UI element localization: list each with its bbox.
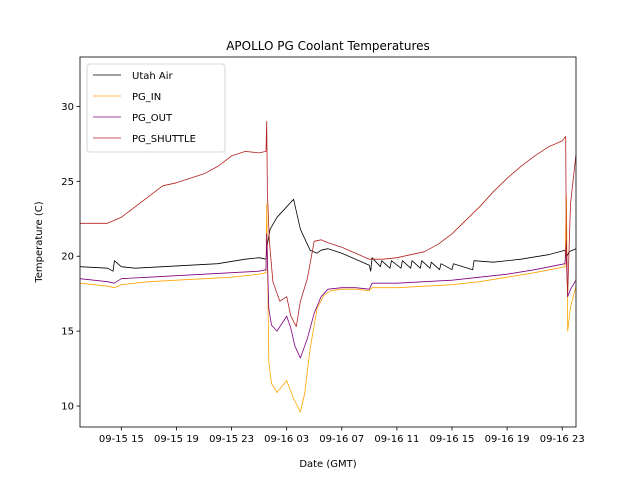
y-tick-label: 10 — [61, 402, 74, 413]
y-axis-label: Temperature (C) — [34, 201, 45, 283]
x-tick-label: 09-15 19 — [154, 434, 199, 445]
x-tick-label: 09-16 15 — [430, 434, 475, 445]
y-axis: 10 15 20 25 30 — [61, 102, 80, 413]
x-axis: 09-15 15 09-15 19 09-15 23 09-16 03 09-16 07… — [99, 427, 585, 445]
legend: Utah Air PG_IN PG_OUT PG_SHUTTLE — [86, 63, 226, 153]
legend-box — [86, 63, 226, 153]
axes-frame — [79, 56, 577, 428]
series-line-pg-out — [79, 233, 577, 359]
y-tick-label: 20 — [61, 252, 74, 263]
x-tick-label: 09-15 23 — [209, 434, 254, 445]
series-line-pg-in — [79, 195, 577, 413]
series-line-utah-air — [79, 198, 577, 272]
x-tick-label: 09-16 11 — [374, 434, 419, 445]
legend-label: PG_OUT — [132, 113, 173, 124]
y-tick-label: 15 — [61, 327, 74, 338]
x-tick-label: 09-15 15 — [99, 434, 144, 445]
y-tick-label: 30 — [61, 102, 74, 113]
legend-label: PG_SHUTTLE — [132, 134, 196, 145]
y-tick-label: 25 — [61, 177, 74, 188]
legend-label: PG_IN — [132, 92, 161, 103]
series-line-pg-shuttle — [80, 121, 577, 328]
x-tick-label: 09-16 03 — [264, 434, 309, 445]
x-tick-label: 09-16 23 — [540, 434, 585, 445]
x-axis-label: Date (GMT) — [299, 459, 356, 470]
x-tick-label: 09-16 19 — [485, 434, 530, 445]
chart-title: APOLLO PG Coolant Temperatures — [226, 39, 430, 53]
legend-label: Utah Air — [132, 71, 174, 82]
x-tick-label: 09-16 07 — [319, 434, 364, 445]
series-layer — [79, 121, 577, 413]
